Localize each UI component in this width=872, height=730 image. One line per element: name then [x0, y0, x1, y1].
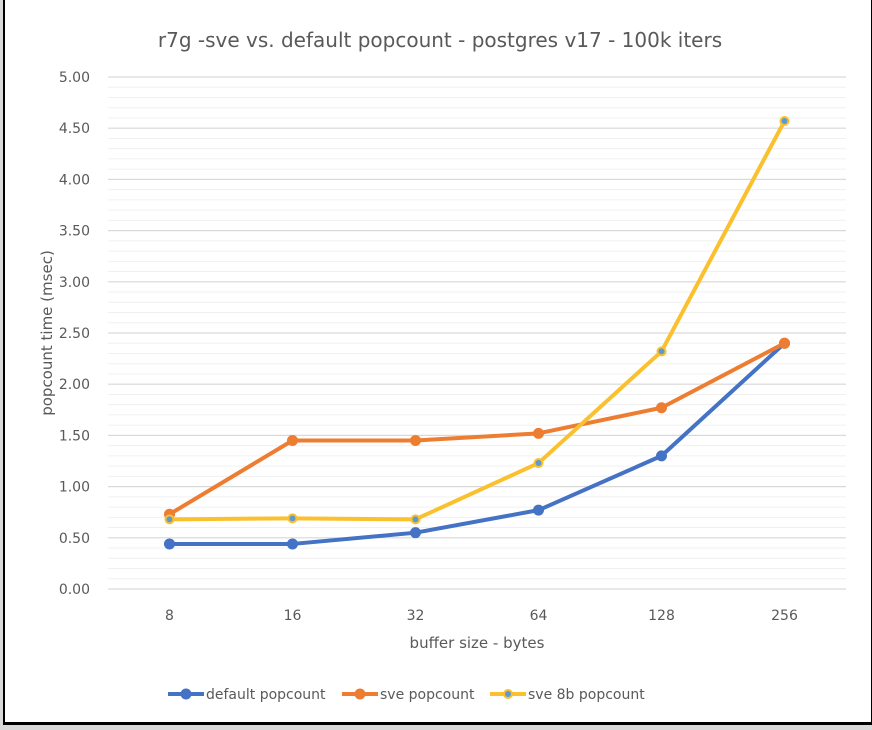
- data-point: [779, 116, 790, 127]
- data-point: [656, 402, 667, 414]
- data-point: [410, 527, 421, 539]
- y-tick-label: 0.00: [59, 582, 90, 598]
- x-tick-label: 128: [648, 608, 675, 624]
- y-tick-label: 2.50: [59, 326, 90, 342]
- data-point: [656, 450, 667, 462]
- y-tick-label: 0.50: [59, 531, 90, 547]
- y-tick-label: 3.50: [59, 224, 90, 240]
- data-point: [287, 538, 298, 550]
- y-tick-label: 3.00: [59, 275, 90, 291]
- data-point: [533, 458, 544, 469]
- x-tick-label: 8: [165, 608, 174, 624]
- data-point: [533, 504, 544, 516]
- chart-title: r7g -sve vs. default popcount - postgres…: [158, 28, 722, 52]
- x-tick-label: 256: [771, 608, 798, 624]
- chart-area: [3, 0, 872, 725]
- legend-marker: [180, 688, 192, 700]
- x-tick-label: 64: [530, 608, 548, 624]
- legend-marker: [503, 689, 513, 699]
- y-tick-label: 4.00: [59, 172, 90, 188]
- data-point: [164, 514, 175, 525]
- data-point: [287, 513, 298, 524]
- data-point: [779, 337, 790, 349]
- series-line: [169, 341, 786, 546]
- data-point: [287, 435, 298, 447]
- legend: default popcount sve popcount sve 8b popco…: [168, 687, 645, 703]
- x-axis-label: buffer size - bytes: [410, 634, 545, 652]
- y-tick-label: 1.00: [59, 480, 90, 496]
- legend-marker: [354, 688, 366, 700]
- series-line: [169, 120, 787, 522]
- y-axis-label: popcount time (msec): [38, 250, 56, 416]
- x-tick-label: 32: [407, 608, 425, 624]
- y-tick-label: 4.50: [59, 121, 90, 137]
- data-point: [533, 427, 544, 439]
- y-tick-label: 2.00: [59, 377, 90, 393]
- data-point: [410, 435, 421, 447]
- legend-label: sve popcount: [380, 687, 475, 703]
- data-point: [410, 514, 421, 525]
- legend-label: default popcount: [206, 687, 326, 703]
- x-tick-label: 16: [284, 608, 302, 624]
- y-tick-label: 1.50: [59, 428, 90, 444]
- y-tick-label: 5.00: [59, 70, 90, 86]
- legend-label: sve 8b popcount: [528, 687, 645, 703]
- data-point: [656, 346, 667, 357]
- data-point: [164, 538, 175, 550]
- series-line: [168, 341, 786, 516]
